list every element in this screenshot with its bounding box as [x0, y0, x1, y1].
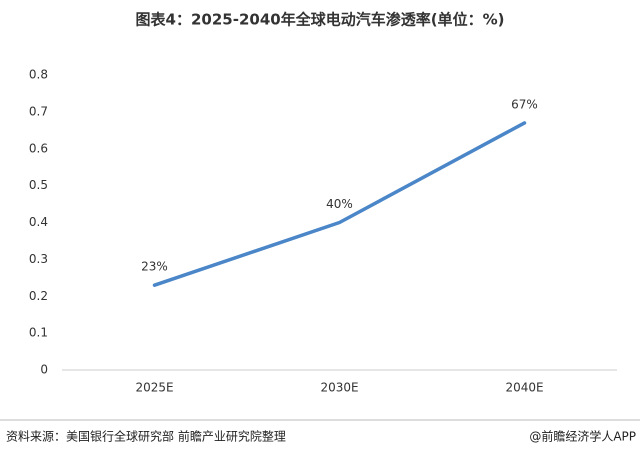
chart-title: 图表4：2025-2040年全球电动汽车渗透率(单位：%) [136, 11, 505, 29]
data-label: 23% [141, 260, 168, 274]
y-tick-label: 0.3 [29, 252, 48, 266]
y-tick-label: 0.1 [29, 326, 48, 340]
x-tick-label: 2040E [505, 381, 543, 395]
y-tick-label: 0.8 [29, 68, 48, 82]
x-tick-label: 2030E [320, 381, 358, 395]
x-tick-label: 2025E [135, 381, 173, 395]
y-tick-label: 0.2 [29, 289, 48, 303]
data-label: 67% [511, 97, 538, 111]
y-tick-label: 0.5 [29, 178, 48, 192]
source-note: 资料来源：美国银行全球研究部 前瞻产业研究院整理 [6, 429, 286, 444]
y-tick-label: 0.6 [29, 141, 48, 155]
watermark: @前瞻经济学人APP [529, 429, 636, 444]
y-tick-label: 0 [40, 363, 48, 377]
data-line [152, 121, 527, 287]
y-tick-label: 0.4 [29, 215, 48, 229]
y-tick-label: 0.7 [29, 104, 48, 118]
data-label: 40% [326, 197, 353, 211]
